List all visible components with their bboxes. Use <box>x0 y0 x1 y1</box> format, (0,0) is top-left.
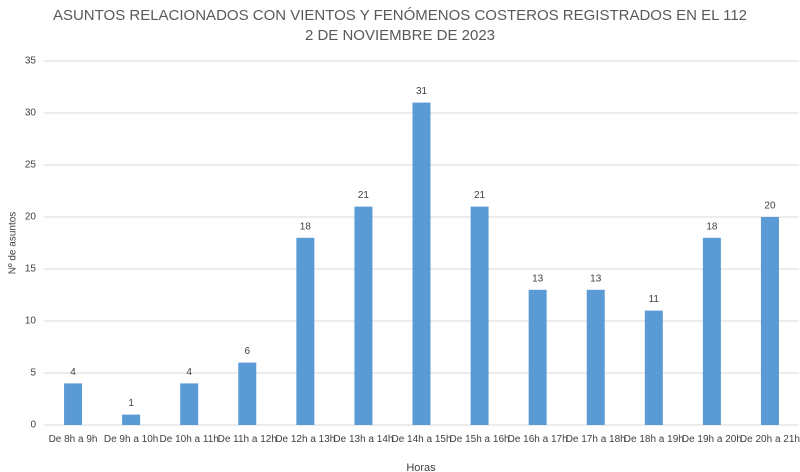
bar <box>760 217 779 425</box>
data-label: 31 <box>416 86 428 97</box>
data-label: 1 <box>128 398 134 409</box>
y-tick-label: 10 <box>25 316 37 327</box>
chart-subtitle: 2 DE NOVIEMBRE DE 2023 <box>305 27 495 44</box>
x-tick-label: De 17h a 18h <box>565 434 626 445</box>
x-axis-label: Horas <box>406 462 436 472</box>
y-tick-label: 35 <box>25 56 37 67</box>
data-label: 11 <box>649 294 660 305</box>
bar <box>180 383 199 425</box>
data-label: 21 <box>358 190 370 201</box>
y-axis-label: Nº de asuntos <box>8 212 19 275</box>
x-tick-label: De 14h a 15h <box>391 434 452 445</box>
data-label: 18 <box>706 221 718 232</box>
bar <box>64 383 83 425</box>
x-tick-label: De 10h a 11h <box>159 434 219 445</box>
data-label: 20 <box>764 201 776 212</box>
bar <box>412 102 431 425</box>
x-tick-label: De 8h a 9h <box>48 434 98 445</box>
y-tick-label: 5 <box>30 368 36 379</box>
data-label: 4 <box>186 367 192 378</box>
bar <box>528 289 547 425</box>
x-tick-label: De 16h a 17h <box>507 434 568 445</box>
data-label: 4 <box>70 367 76 378</box>
bar <box>354 206 373 425</box>
y-tick-label: 20 <box>25 212 37 223</box>
x-tick-label: De 12h a 13h <box>275 434 336 445</box>
data-label: 13 <box>532 273 544 284</box>
data-label: 6 <box>244 346 250 357</box>
y-tick-label: 25 <box>25 160 37 171</box>
x-tick-label: De 18h a 19h <box>623 434 684 445</box>
bar <box>586 289 605 425</box>
y-tick-label: 30 <box>25 108 37 119</box>
data-label: 18 <box>300 221 312 232</box>
bar <box>470 206 489 425</box>
bar <box>238 362 257 425</box>
bar <box>122 414 141 425</box>
data-label: 21 <box>474 190 486 201</box>
y-tick-label: 0 <box>30 420 36 431</box>
data-label: 13 <box>590 273 602 284</box>
bar <box>644 310 663 425</box>
y-tick-label: 15 <box>25 264 37 275</box>
x-tick-label: De 19h a 20h <box>681 434 742 445</box>
bar <box>296 237 315 425</box>
x-tick-label: De 15h a 16h <box>449 434 510 445</box>
x-tick-label: De 13h a 14h <box>333 434 394 445</box>
chart-title: ASUNTOS RELACIONADOS CON VIENTOS Y FENÓM… <box>53 7 747 24</box>
x-tick-label: De 20h a 21h <box>739 434 800 445</box>
x-tick-label: De 9h a 10h <box>103 434 159 445</box>
bar <box>702 237 721 425</box>
x-tick-label: De 11h a 12h <box>217 434 277 445</box>
